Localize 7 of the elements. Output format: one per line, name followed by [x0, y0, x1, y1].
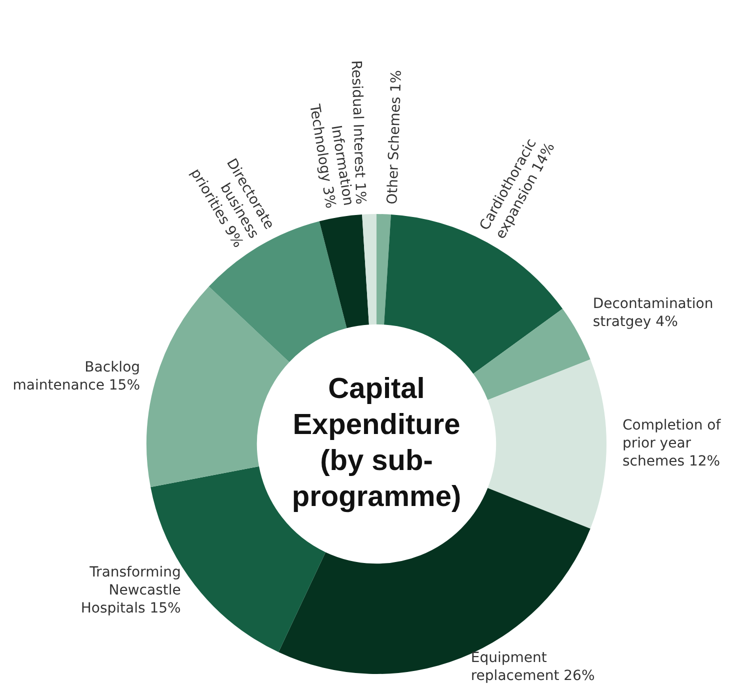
slice-label: Other Schemes 1% — [384, 70, 405, 205]
slice-label: Backlog maintenance 15% — [12, 360, 140, 394]
slice-label: Decontamination stratgey 4% — [592, 296, 714, 330]
text: Capital Expenditure (by sub-programme) — [292, 373, 462, 513]
slice-label: Completion of prior year schemes 12% — [622, 418, 722, 470]
slice-label: Equipment replacement 26% — [470, 650, 595, 684]
slice-label: Transforming Newcastle Hospitals 15% — [80, 564, 181, 617]
